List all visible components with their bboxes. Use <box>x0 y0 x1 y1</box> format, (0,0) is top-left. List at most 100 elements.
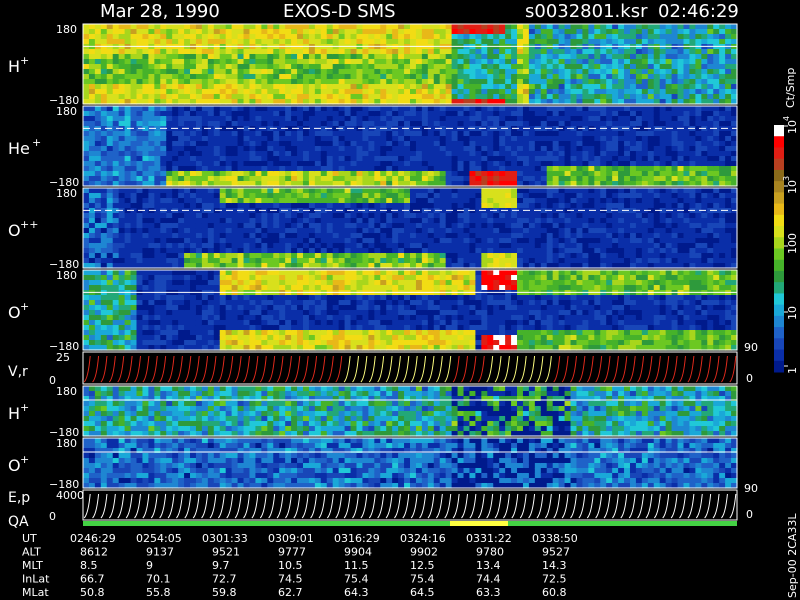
heatmap-cell <box>344 171 352 177</box>
heatmap-cell <box>588 131 595 137</box>
heatmap-cell <box>517 243 524 249</box>
heatmap-cell <box>350 223 358 229</box>
heatmap-cell <box>118 74 126 80</box>
heatmap-cell <box>612 233 619 239</box>
heatmap-cell <box>118 203 126 209</box>
heatmap-cell <box>249 166 257 172</box>
heatmap-cell <box>404 171 411 177</box>
heatmap-cell <box>243 156 251 162</box>
heatmap-cell <box>83 49 90 55</box>
heatmap-cell <box>88 29 96 35</box>
heatmap-cell <box>291 141 298 147</box>
heatmap-cell <box>451 166 459 172</box>
heatmap-cell <box>184 218 191 224</box>
heatmap-cell <box>427 89 435 95</box>
heatmap-cell <box>184 161 191 167</box>
heatmap-cell <box>469 218 476 224</box>
heatmap-cell <box>106 203 114 209</box>
heatmap-cell <box>184 79 191 85</box>
heatmap-cell <box>267 213 274 219</box>
heatmap-cell <box>237 253 245 259</box>
heatmap-cell <box>231 233 239 239</box>
heatmap-cell <box>225 218 233 224</box>
heatmap-cell <box>421 54 429 60</box>
heatmap-cell <box>130 193 138 199</box>
heatmap-cell <box>683 166 691 172</box>
heatmap-cell <box>362 116 369 122</box>
heatmap-cell <box>118 106 126 112</box>
heatmap-cell <box>511 188 518 194</box>
heatmap-cell <box>528 89 536 95</box>
heatmap-cell <box>148 218 155 224</box>
heatmap-cell <box>421 136 429 142</box>
heatmap-cell <box>273 248 280 254</box>
heatmap-cell <box>178 263 185 269</box>
heatmap-cell <box>505 24 512 30</box>
heatmap-cell <box>469 253 476 259</box>
heatmap-cell <box>83 228 90 234</box>
heatmap-cell <box>154 99 161 105</box>
heatmap-cell <box>427 106 435 112</box>
heatmap-cell <box>677 74 685 80</box>
heatmap-cell <box>404 233 411 239</box>
heatmap-cell <box>326 151 334 157</box>
heatmap-cell <box>570 106 578 112</box>
heatmap-cell <box>570 156 578 162</box>
heatmap-cell <box>100 156 108 162</box>
heatmap-cell <box>172 156 179 162</box>
heatmap-cell <box>94 258 102 264</box>
heatmap-cell <box>190 84 197 90</box>
heatmap-cell <box>201 176 209 182</box>
heatmap-cell <box>540 188 548 194</box>
heatmap-cell <box>184 84 191 90</box>
heatmap-cell <box>546 136 554 142</box>
heatmap-cell <box>618 198 625 204</box>
heatmap-cell <box>237 161 245 167</box>
heatmap-cell <box>338 243 346 249</box>
heatmap-cell <box>320 79 328 85</box>
heatmap-cell <box>386 49 393 55</box>
heatmap-cell <box>552 176 560 182</box>
heatmap-cell <box>350 238 358 244</box>
heatmap-cell <box>540 253 548 259</box>
heatmap-cell <box>427 253 435 259</box>
heatmap-cell <box>142 29 149 35</box>
heatmap-cell <box>386 136 393 142</box>
heatmap-cell <box>213 213 221 219</box>
panel-frame <box>82 105 738 187</box>
heatmap-cell <box>415 49 423 55</box>
heatmap-cell <box>184 213 191 219</box>
heatmap-cell <box>380 188 387 194</box>
heatmap-cell <box>314 176 322 182</box>
heatmap-cell <box>130 34 138 40</box>
heatmap-cell <box>618 171 625 177</box>
heatmap-cell <box>273 74 280 80</box>
heatmap-cell <box>302 131 310 137</box>
heatmap-cell <box>314 94 322 100</box>
heatmap-cell <box>166 24 173 30</box>
heatmap-cell <box>528 99 536 105</box>
heatmap-cell <box>160 161 167 167</box>
heatmap-cell <box>505 116 512 122</box>
heatmap-cell <box>683 141 691 147</box>
heatmap-cell <box>695 131 702 137</box>
heatmap-cell <box>410 89 417 95</box>
heatmap-cell <box>671 176 679 182</box>
heatmap-cell <box>160 156 167 162</box>
heatmap-cell <box>517 99 524 105</box>
heatmap-cell <box>118 54 126 60</box>
heatmap-cell <box>136 203 144 209</box>
heatmap-cell <box>267 79 274 85</box>
heatmap-cell <box>445 64 453 70</box>
heatmap-cell <box>493 228 500 234</box>
heatmap-cell <box>338 233 346 239</box>
heatmap-cell <box>320 176 328 182</box>
heatmap-cell <box>255 141 262 147</box>
heatmap-cell <box>600 121 607 127</box>
heatmap-cell <box>517 131 524 137</box>
heatmap-cell <box>231 188 239 194</box>
heatmap-cell <box>326 29 334 35</box>
heatmap-cell <box>653 39 661 45</box>
heatmap-cell <box>653 59 661 65</box>
heatmap-cell <box>427 243 435 249</box>
